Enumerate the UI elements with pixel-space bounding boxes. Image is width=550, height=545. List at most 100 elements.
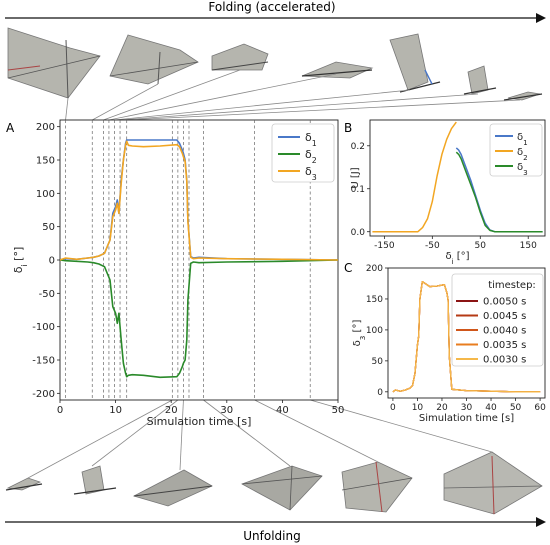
x-tick-label: 50 <box>510 403 522 413</box>
legend-c-label: 0.0050 s <box>483 297 526 308</box>
chart-panel-c: 0 10 20 30 40 50 60 0 50 100 150 200 Simulation time… <box>352 264 546 424</box>
legend-b-label: δ1 <box>517 132 528 147</box>
y-tick-label: 150 <box>366 295 383 305</box>
y-tick-label: -200 <box>32 389 55 400</box>
x-tick-label: 10 <box>109 405 122 416</box>
connector-line-bottom <box>27 399 173 479</box>
x-tick-label: 40 <box>485 403 497 413</box>
y-tick-label: 50 <box>42 222 55 233</box>
y-axis-label: δi [°] <box>12 247 29 274</box>
series-line-δ3 <box>60 140 338 261</box>
kite-render-top-1 <box>7 27 101 99</box>
kite-render-bottom-1 <box>5 477 43 491</box>
series-group <box>392 280 541 393</box>
connector-line-top <box>65 97 69 121</box>
kite-render-top-6 <box>463 65 497 95</box>
x-tick-label: 50 <box>332 405 345 416</box>
legend-b-label: δ3 <box>517 162 528 177</box>
legend-c-frame <box>451 273 544 367</box>
panel-b-letter: B <box>344 121 352 135</box>
y-tick-label: -150 <box>32 356 55 367</box>
kite-render-bottom-4 <box>241 465 323 511</box>
connector-line-top <box>120 93 479 121</box>
kite-render-top-7 <box>503 91 543 101</box>
legend-c: timestep: 0.0050 s 0.0045 s 0.0040 s 0.0035 … <box>451 273 544 367</box>
legend-a-label: δ2 <box>305 148 317 165</box>
panel-c-letter: C <box>344 261 352 275</box>
legend-c-label: 0.0040 s <box>483 326 526 337</box>
unfolding-arrowhead <box>536 517 546 527</box>
chart-panel-a: 0 10 20 30 40 50 -200 -150 -100 -50 0 50 100 150 200 Si… <box>12 119 345 428</box>
x-tick-label: 20 <box>165 405 178 416</box>
x-axis-label: δi [°] <box>445 251 469 266</box>
kite-render-top-4 <box>301 61 374 79</box>
legend-c-label: 0.0035 s <box>483 340 526 351</box>
legend-c-label: 0.0045 s <box>483 311 526 322</box>
connector-line-bottom <box>203 399 291 467</box>
y-tick-label: 0.2 <box>351 142 365 152</box>
connector-line-bottom <box>254 399 379 463</box>
connector-line-top <box>92 83 159 121</box>
y-tick-label: -100 <box>32 322 55 333</box>
y-tick-label: 0.0 <box>351 228 366 238</box>
x-tick-label: -50 <box>425 241 440 251</box>
panel-a-letter: A <box>6 121 15 135</box>
legend-c-label: 0.0030 s <box>483 355 526 366</box>
legend-b-label: δ2 <box>517 147 528 162</box>
series-line-δ3 <box>455 151 543 233</box>
folding-label: Folding (accelerated) <box>208 0 335 14</box>
kite-render-bottom-5 <box>341 461 413 513</box>
series-line-0.0030 s <box>392 280 541 393</box>
connector-line-bottom <box>91 399 179 467</box>
kite-render-bottom-2 <box>73 465 117 495</box>
connector-line-bottom <box>179 399 184 471</box>
unfolding-label: Unfolding <box>243 529 300 543</box>
series-line-δ2 <box>60 259 338 379</box>
kite-render-top-2 <box>109 34 199 85</box>
x-tick-label: 40 <box>276 405 289 416</box>
x-tick-label: 150 <box>520 241 537 251</box>
plot-frame <box>369 119 546 237</box>
y-tick-label: 200 <box>36 122 55 133</box>
y-tick-label: 50 <box>372 357 384 367</box>
x-tick-label: -150 <box>374 241 395 251</box>
y-tick-label: 0 <box>377 388 383 398</box>
folding-arrowhead <box>536 13 546 23</box>
y-tick-label: 100 <box>36 189 55 200</box>
kite-render-bottom-3 <box>132 469 213 507</box>
legend-a-label: δ3 <box>305 165 317 182</box>
kite-render-top-3 <box>211 43 269 71</box>
y-tick-label: -50 <box>39 289 55 300</box>
x-tick-label: 30 <box>461 403 473 413</box>
legend-a-label: δ1 <box>305 131 317 148</box>
y-tick-label: 100 <box>366 326 383 336</box>
connector-lines <box>27 69 521 479</box>
connector-line-top <box>103 69 241 121</box>
kite-render-bottom-6 <box>443 451 543 515</box>
x-tick-label: 0 <box>57 405 63 416</box>
kite-render-top-5 <box>389 33 441 93</box>
connector-line-top <box>114 89 411 121</box>
x-tick-label: 20 <box>436 403 448 413</box>
connector-line-bottom <box>310 399 493 453</box>
legend-c-title: timestep: <box>488 280 536 291</box>
y-tick-label: 200 <box>366 264 383 274</box>
y-axis-label: δ3 [°] <box>352 320 367 347</box>
x-tick-label: 0 <box>390 403 396 413</box>
series-group <box>372 121 543 233</box>
y-tick-label: 0 <box>49 256 55 267</box>
y-tick-label: 0.1 <box>351 185 365 195</box>
y-axis-label: U [J] <box>350 167 361 188</box>
series-line-δ2 <box>372 121 457 233</box>
x-tick-label: 10 <box>412 403 424 413</box>
legend-a-frame <box>271 123 335 183</box>
x-axis-label: Simulation time [s] <box>147 415 252 428</box>
y-tick-label: 150 <box>36 156 55 167</box>
connector-line-top <box>126 99 521 121</box>
x-tick-label: 60 <box>534 403 546 413</box>
x-axis-label: Simulation time [s] <box>419 413 514 424</box>
